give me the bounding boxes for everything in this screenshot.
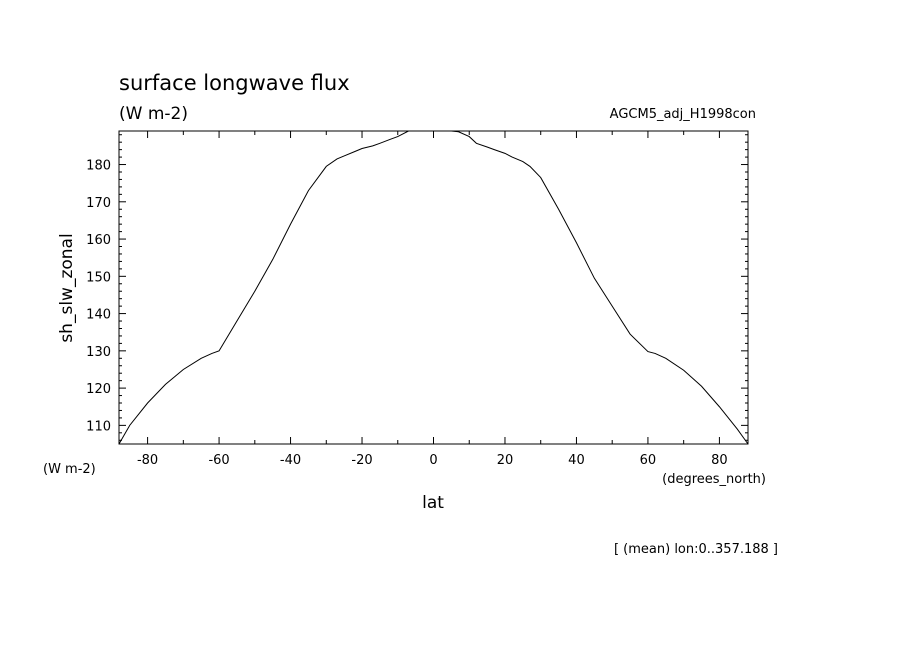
chart-subtitle: (W m-2)	[119, 104, 188, 124]
y-axis	[119, 134, 748, 441]
y-tick-label: 180	[86, 159, 111, 174]
series-points	[119, 131, 748, 444]
x-tick-label: 60	[640, 453, 657, 468]
x-tick-label: 40	[568, 453, 585, 468]
x-tick-label: -80	[137, 453, 158, 468]
x-axis-label: lat	[422, 493, 444, 513]
x-tick-label: -40	[280, 453, 301, 468]
y-tick-label: 160	[86, 233, 111, 248]
y-tick-label: 130	[86, 345, 111, 360]
y-tick-label: 140	[86, 308, 111, 323]
run-label: AGCM5_adj_H1998con	[610, 107, 756, 122]
y-axis-label: sh_slw_zonal	[57, 233, 77, 342]
chart-title: surface longwave flux	[119, 71, 350, 95]
y-tick-label: 170	[86, 196, 111, 211]
x-tick-labels: -80 -60 -40 -20 0 20 40 60 80	[137, 453, 728, 468]
x-tick-label: -20	[351, 453, 372, 468]
y-tick-label: 150	[86, 270, 111, 285]
plot-frame	[118, 130, 749, 445]
x-unit-label: (degrees_north)	[662, 472, 766, 487]
x-tick-label: -60	[208, 453, 229, 468]
footer-note: [ (mean) lon:0..357.188 ]	[614, 542, 778, 557]
x-tick-label: 80	[711, 453, 728, 468]
x-tick-label: 20	[497, 453, 514, 468]
y-tick-label: 110	[86, 419, 111, 434]
series-line	[118, 130, 749, 445]
x-tick-label: 0	[429, 453, 437, 468]
y-tick-label: 120	[86, 382, 111, 397]
y-unit-label: (W m-2)	[43, 462, 96, 477]
y-tick-labels: 110 120 130 140 150 160 170 180	[86, 159, 111, 435]
x-axis	[147, 131, 720, 444]
